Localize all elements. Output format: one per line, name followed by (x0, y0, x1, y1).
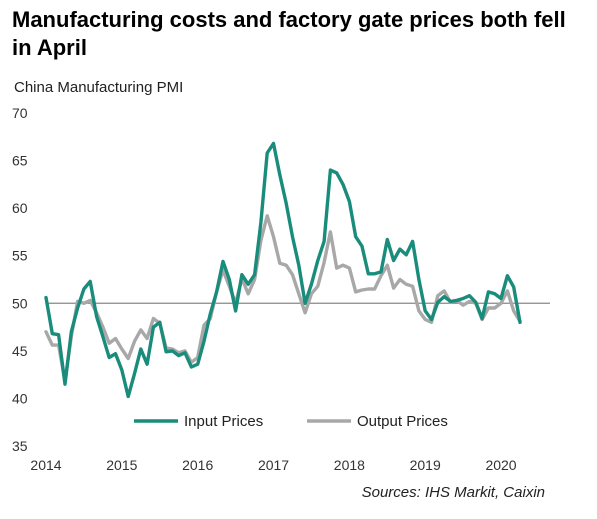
y-tick-label: 65 (12, 153, 28, 169)
y-tick-label: 35 (12, 438, 28, 454)
y-tick-label: 70 (12, 105, 28, 121)
series-line-input-prices (44, 141, 522, 399)
legend-label-output-prices: Output Prices (357, 413, 448, 430)
x-tick-label: 2015 (106, 457, 137, 473)
axis-ticks: 35 40 45 50 55 60 65 70 2014 2015 2016 2017 2018 2019… (12, 105, 517, 473)
x-tick-label: 2018 (334, 457, 365, 473)
x-tick-label: 2014 (30, 457, 61, 473)
y-tick-label: 60 (12, 200, 28, 216)
chart-subtitle: China Manufacturing PMI (14, 79, 184, 96)
y-tick-label: 45 (12, 343, 28, 359)
legend-label-input-prices: Input Prices (184, 413, 263, 430)
x-tick-label: 2016 (182, 457, 213, 473)
x-tick-label: 2020 (485, 457, 516, 473)
series-layer (44, 141, 522, 399)
source-note: Sources: IHS Markit, Caixin (361, 484, 545, 501)
y-tick-label: 55 (12, 248, 28, 264)
y-tick-label: 50 (12, 295, 28, 311)
x-tick-label: 2019 (410, 457, 441, 473)
legend: Input Prices Output Prices (134, 413, 448, 430)
chart-title: Manufacturing costs and factory gate pri… (12, 7, 566, 60)
y-tick-label: 40 (12, 390, 28, 406)
series-line-output-prices (44, 214, 522, 383)
x-tick-label: 2017 (258, 457, 289, 473)
